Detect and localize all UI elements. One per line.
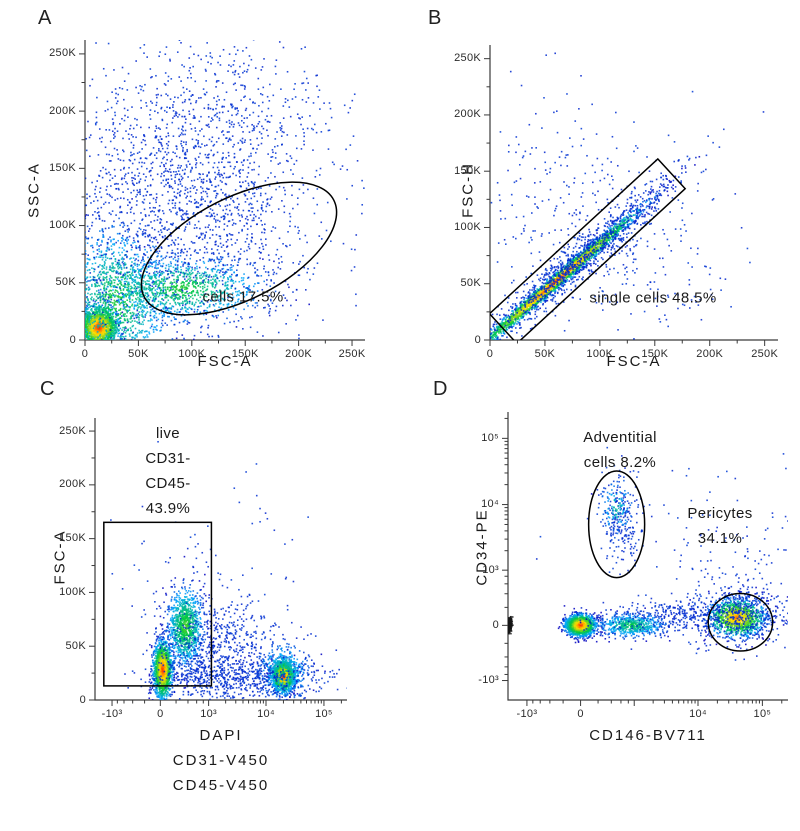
xtick-label: 0 [157,708,164,720]
gate-label-adventitial-line-2: cells 8.2% [583,454,657,471]
scatter-canvas-a [10,5,385,373]
ytick-label: 200K [454,108,481,121]
xtick-label: 50K [128,348,149,360]
ytick-label: 150K [454,164,481,177]
panel-a-y-axis-label: SSC-A [25,162,43,218]
xtick-label: 10³ [200,708,217,720]
xtick-label: 0 [81,348,89,360]
gate-label-cells: cells 17.5% [202,288,284,306]
xtick-label: 10⁴ [257,708,275,720]
gate-label-pericytes: Pericytes 34.1% [687,501,752,551]
gate-label-live-line-2: CD31- [145,450,191,467]
panel-c-x-axis-label: DAPI CD31-V450 CD45-V450 [173,723,269,798]
gate-label-live: live CD31- CD45- 43.9% [137,421,199,521]
ytick-label: 0 [69,333,76,346]
gate-label-adventitial-line-1: Adventitial [583,429,657,446]
ytick-label: 100K [454,220,481,233]
xtick-label: 10⁵ [753,708,772,720]
gate-label-pericytes-line-2: 34.1% [697,530,743,547]
ytick-label: 100K [49,219,76,232]
ytick-label: 200K [49,104,76,117]
xtick-label: -10³ [516,708,538,720]
ytick-label: 10⁵ [481,431,499,444]
scatter-canvas-c [10,375,385,831]
ytick-label: 150K [59,532,86,545]
xtick-label: 0 [486,348,494,360]
x-axis-label-line-dapi: DAPI [199,727,243,744]
gate-label-single-cells: single cells 48.5% [589,289,717,307]
panel-a-x-axis-label: FSC-A [197,353,253,370]
ytick-label: 10³ [482,563,499,576]
xtick-label: 250K [338,348,366,360]
ytick-label: 200K [59,478,86,491]
panel-c-letter: C [40,378,55,400]
xtick-label: 200K [696,348,724,360]
xtick-label: 100K [178,348,206,360]
gate-label-live-line-4: 43.9% [145,500,191,517]
gate-label-adventitial: Adventitial cells 8.2% [583,425,657,475]
gate-label-live-line-1: live [155,425,181,442]
panel-a-letter: A [38,7,52,29]
panel-c: C FSC-A DAPI CD31-V450 CD45-V450 live CD… [10,375,385,831]
xtick-label: -10³ [101,708,123,720]
gate-label-live-line-3: CD45- [145,475,191,492]
ytick-label: 50K [55,276,76,289]
ytick-label: 100K [59,585,86,598]
panel-d-x-axis-label: CD146-BV711 [589,727,707,744]
panel-a: A SSC-A FSC-A cells 17.5% 0 50K 100K 150K 20… [10,5,385,373]
panel-b: B FSC-H FSC-A single cells 48.5% 0 50K 100… [420,5,795,373]
scatter-canvas-d [420,375,800,831]
ytick-label: 0 [79,693,86,706]
xtick-label: 200K [285,348,313,360]
panel-b-x-axis-label: FSC-A [606,353,662,370]
ytick-label: 150K [49,161,76,174]
panel-b-letter: B [428,7,442,29]
ytick-label: 250K [49,47,76,60]
panel-d-letter: D [433,378,448,400]
xtick-label: 150K [641,348,669,360]
scatter-canvas-b [420,5,795,373]
panel-d: D CD34-PE CD146-BV711 Adventitial cells … [420,375,800,831]
xtick-label: 100K [586,348,614,360]
ytick-label: 0 [492,618,499,631]
xtick-label: 250K [751,348,779,360]
xtick-label: 0 [577,708,584,720]
xtick-label: 150K [231,348,259,360]
ytick-label: 50K [65,639,86,652]
xtick-label: 10⁴ [689,708,707,720]
ytick-label: -10³ [478,674,499,687]
xtick-label: 50K [534,348,556,360]
ytick-label: 250K [454,52,481,65]
x-axis-label-line-cd45: CD45-V450 [172,777,270,794]
ytick-label: 0 [474,333,481,346]
ytick-label: 10⁴ [481,498,499,511]
gate-label-pericytes-line-1: Pericytes [687,505,753,522]
x-axis-label-line-cd31: CD31-V450 [172,752,270,769]
ytick-label: 50K [460,277,481,290]
ytick-label: 250K [59,424,86,437]
xtick-label: 10⁵ [315,708,333,720]
